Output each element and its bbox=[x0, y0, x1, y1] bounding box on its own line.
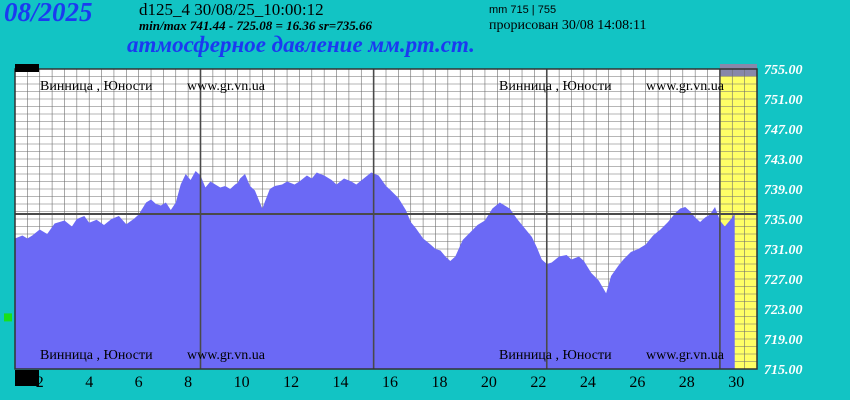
x-tick-label: 24 bbox=[580, 374, 596, 391]
drawn-timestamp: прорисован 30/08 14:08:11 bbox=[489, 18, 647, 33]
watermark-url: www.gr.vn.ua bbox=[187, 348, 266, 363]
chart-subtitle: атмосферное давление мм.рт.ст. bbox=[127, 32, 475, 57]
y-tick-label: 747.00 bbox=[764, 123, 803, 138]
y-tick-label: 719.00 bbox=[764, 333, 803, 348]
y-tick-label: 743.00 bbox=[764, 153, 803, 168]
range-marker bbox=[719, 64, 757, 76]
x-tick-label: 28 bbox=[679, 374, 695, 391]
x-tick-label: 6 bbox=[135, 374, 143, 391]
dataset-timestamp: d125_4 30/08/25_10:00:12 bbox=[139, 0, 324, 19]
y-tick-label: 723.00 bbox=[764, 303, 803, 318]
current-value-marker bbox=[4, 313, 12, 322]
x-tick-label: 8 bbox=[184, 374, 192, 391]
corner-marker-top bbox=[15, 64, 39, 72]
watermark-location: Винница , Юности bbox=[40, 79, 153, 94]
y-tick-label: 715.00 bbox=[764, 363, 803, 378]
pressure-area-series bbox=[15, 171, 735, 369]
mm-range-label: mm 715 | 755 bbox=[489, 4, 557, 16]
watermark-url: www.gr.vn.ua bbox=[646, 348, 725, 363]
y-tick-label: 731.00 bbox=[764, 243, 803, 258]
x-tick-label: 4 bbox=[85, 374, 93, 391]
x-tick-label: 10 bbox=[234, 374, 250, 391]
x-tick-label: 22 bbox=[530, 374, 546, 391]
y-tick-label: 755.00 bbox=[764, 63, 803, 78]
watermark-url: www.gr.vn.ua bbox=[187, 79, 266, 94]
plot-border bbox=[14, 68, 758, 370]
x-tick-label: 20 bbox=[481, 374, 497, 391]
watermark-location: Винница , Юности bbox=[499, 79, 612, 94]
y-axis-ticks: 755.00 751.00 747.00 743.00 739.00 735.00 731.… bbox=[764, 63, 803, 378]
watermark-location: Винница , Юности bbox=[40, 348, 153, 363]
major-grid-lines bbox=[199, 69, 721, 369]
x-tick-label: 2 bbox=[36, 374, 44, 391]
x-tick-label: 14 bbox=[333, 374, 349, 391]
x-tick-label: 16 bbox=[382, 374, 398, 391]
y-tick-label: 751.00 bbox=[764, 93, 803, 108]
watermark-url: www.gr.vn.ua bbox=[646, 79, 725, 94]
month-year-title: 08/2025 bbox=[4, 0, 93, 27]
y-tick-label: 739.00 bbox=[764, 183, 803, 198]
y-tick-label: 727.00 bbox=[764, 273, 803, 288]
x-tick-label: 26 bbox=[629, 374, 645, 391]
x-tick-label: 12 bbox=[283, 374, 299, 391]
x-tick-label: 18 bbox=[431, 374, 447, 391]
x-tick-label: 30 bbox=[728, 374, 744, 391]
min-max-summary: min/max 741.44 - 725.08 = 16.36 sr=735.6… bbox=[139, 18, 372, 33]
y-tick-label: 735.00 bbox=[764, 213, 803, 228]
x-axis-ticks: 2 4 6 8 10 12 14 16 18 20 22 24 26 28 30 bbox=[36, 374, 745, 391]
corner-marker-bottom bbox=[15, 370, 39, 386]
watermark-location: Винница , Юности bbox=[499, 348, 612, 363]
